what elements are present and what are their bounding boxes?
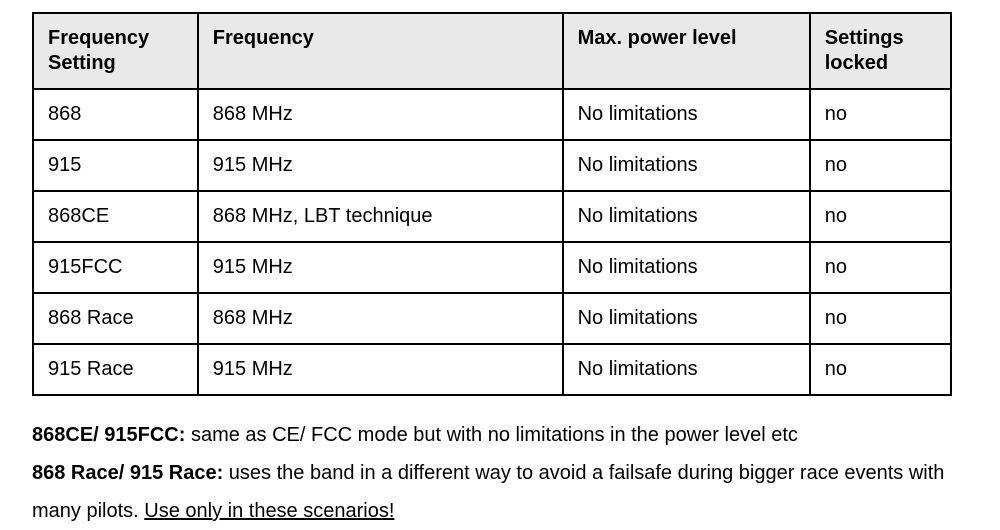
note-line-2: 868 Race/ 915 Race: uses the band in a d…	[32, 454, 962, 530]
table-row: 915 Race 915 MHz No limitations no	[33, 344, 951, 395]
page: Frequency Setting Frequency Max. power l…	[0, 0, 1000, 530]
table-row: 868 868 MHz No limitations no	[33, 89, 951, 140]
cell-freq-setting: 915FCC	[33, 242, 198, 293]
cell-locked: no	[810, 140, 951, 191]
cell-freq-setting: 868 Race	[33, 293, 198, 344]
cell-locked: no	[810, 242, 951, 293]
cell-max-power: No limitations	[563, 293, 810, 344]
col-header-settings-locked: Settings locked	[810, 13, 951, 89]
cell-frequency: 915 MHz	[198, 344, 563, 395]
cell-max-power: No limitations	[563, 191, 810, 242]
cell-freq-setting: 915 Race	[33, 344, 198, 395]
cell-freq-setting: 868	[33, 89, 198, 140]
cell-frequency: 868 MHz	[198, 89, 563, 140]
cell-max-power: No limitations	[563, 242, 810, 293]
cell-max-power: No limitations	[563, 140, 810, 191]
cell-freq-setting: 915	[33, 140, 198, 191]
note-2-label: 868 Race/ 915 Race:	[32, 462, 223, 484]
note-line-1: 868CE/ 915FCC: same as CE/ FCC mode but …	[32, 416, 962, 454]
cell-locked: no	[810, 89, 951, 140]
cell-locked: no	[810, 293, 951, 344]
note-1-text: same as CE/ FCC mode but with no limitat…	[185, 424, 797, 446]
table-row: 915FCC 915 MHz No limitations no	[33, 242, 951, 293]
col-header-max-power: Max. power level	[563, 13, 810, 89]
cell-locked: no	[810, 344, 951, 395]
cell-frequency: 868 MHz, LBT technique	[198, 191, 563, 242]
table-header-row: Frequency Setting Frequency Max. power l…	[33, 13, 951, 89]
note-2-underlined: Use only in these scenarios!	[144, 500, 394, 522]
cell-frequency: 915 MHz	[198, 242, 563, 293]
cell-max-power: No limitations	[563, 344, 810, 395]
notes-block: 868CE/ 915FCC: same as CE/ FCC mode but …	[32, 416, 962, 530]
cell-max-power: No limitations	[563, 89, 810, 140]
cell-frequency: 915 MHz	[198, 140, 563, 191]
table-row: 868 Race 868 MHz No limitations no	[33, 293, 951, 344]
cell-frequency: 868 MHz	[198, 293, 563, 344]
cell-locked: no	[810, 191, 951, 242]
table-row: 868CE 868 MHz, LBT technique No limitati…	[33, 191, 951, 242]
table-row: 915 915 MHz No limitations no	[33, 140, 951, 191]
cell-freq-setting: 868CE	[33, 191, 198, 242]
col-header-frequency-setting: Frequency Setting	[33, 13, 198, 89]
col-header-frequency: Frequency	[198, 13, 563, 89]
frequency-table: Frequency Setting Frequency Max. power l…	[32, 12, 952, 396]
note-1-label: 868CE/ 915FCC:	[32, 424, 185, 446]
